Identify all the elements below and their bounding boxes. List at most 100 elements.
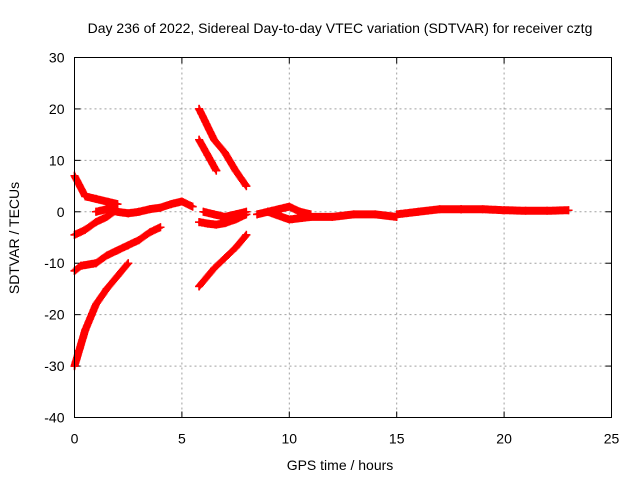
plot-frame: [74, 57, 612, 418]
data-point: [285, 202, 294, 211]
data-point: [306, 212, 315, 221]
grid: [74, 57, 612, 418]
data-point: [500, 206, 509, 215]
data-point: [220, 148, 229, 157]
data-point: [91, 218, 100, 227]
data-points: [70, 104, 573, 371]
series-sat-b: [70, 223, 165, 275]
data-point: [199, 207, 208, 216]
data-point: [113, 200, 122, 209]
series-markers: [392, 205, 466, 219]
data-point: [113, 272, 122, 281]
series-sat-g: [195, 135, 221, 175]
data-point: [349, 210, 358, 219]
data-point: [195, 218, 204, 227]
data-point: [124, 209, 133, 218]
series-sat-m: [392, 205, 466, 219]
data-point: [91, 207, 100, 216]
y-tick-label: 10: [49, 152, 65, 168]
data-point: [102, 212, 111, 221]
axis-ticks: [74, 57, 612, 418]
series-sat-j: [199, 207, 251, 221]
x-tick-label: 0: [71, 431, 79, 447]
data-point: [134, 207, 143, 216]
data-point: [91, 300, 100, 309]
data-point: [203, 151, 212, 160]
y-tick-label: 20: [49, 101, 65, 117]
series-sat-i: [195, 210, 251, 229]
x-tick-label: 10: [282, 431, 298, 447]
y-tick-label: 30: [49, 50, 65, 66]
data-point: [113, 246, 122, 255]
data-point: [177, 197, 186, 206]
y-tick-label: -10: [44, 255, 64, 271]
series-sat-f: [195, 104, 251, 191]
y-axis-label: SDTVAR / TECUs: [6, 182, 22, 294]
data-point: [102, 205, 111, 214]
data-point: [134, 236, 143, 245]
data-point: [91, 194, 100, 203]
data-point: [167, 200, 176, 209]
chart-title: Day 236 of 2022, Sidereal Day-to-day VTE…: [88, 20, 593, 36]
data-point: [231, 210, 240, 219]
data-point: [81, 192, 90, 201]
data-point: [328, 212, 337, 221]
data-point: [414, 207, 423, 216]
data-point: [156, 203, 165, 212]
data-point: [220, 254, 229, 263]
data-point: [113, 207, 122, 216]
data-point: [76, 261, 85, 270]
y-tick-label: -30: [44, 358, 64, 374]
data-point: [81, 225, 90, 234]
series-sat-n: [457, 205, 573, 215]
data-point: [124, 241, 133, 250]
data-point: [285, 215, 294, 224]
data-point: [457, 205, 466, 214]
series-sat-h: [195, 230, 251, 291]
data-point: [195, 135, 204, 144]
y-tick-label: -20: [44, 307, 64, 323]
x-axis-label: GPS time / hours: [287, 457, 394, 473]
data-point: [242, 207, 251, 216]
data-point: [564, 206, 573, 215]
data-point: [392, 210, 401, 219]
tick-labels: 0 5 10 15 20 25 -40 -30 -20 -10 0 10 20 30: [44, 50, 619, 447]
data-point: [188, 202, 197, 211]
data-point: [521, 206, 530, 215]
data-point: [371, 210, 380, 219]
data-point: [102, 284, 111, 293]
data-point: [203, 219, 212, 228]
data-point: [435, 205, 444, 214]
x-tick-label: 15: [389, 431, 405, 447]
series-sat-l: [263, 207, 401, 224]
series-sat-e: [91, 197, 197, 218]
x-tick-label: 20: [496, 431, 512, 447]
y-tick-label: -40: [44, 410, 64, 426]
data-point: [124, 259, 133, 268]
data-point: [156, 223, 165, 232]
data-point: [212, 166, 221, 175]
data-point: [195, 104, 204, 113]
data-point: [263, 207, 272, 216]
data-point: [231, 243, 240, 252]
series-markers: [457, 205, 573, 215]
data-point: [212, 220, 221, 229]
data-point: [81, 326, 90, 335]
data-point: [543, 206, 552, 215]
series-markers: [195, 230, 251, 291]
x-tick-label: 25: [604, 431, 620, 447]
data-point: [478, 205, 487, 214]
data-point: [91, 259, 100, 268]
data-point: [253, 210, 262, 219]
data-point: [231, 166, 240, 175]
data-point: [195, 282, 204, 291]
data-point: [102, 197, 111, 206]
data-point: [242, 182, 251, 191]
y-tick-label: 0: [57, 204, 65, 220]
data-point: [210, 210, 219, 219]
data-point: [242, 230, 251, 239]
data-point: [210, 264, 219, 273]
x-tick-label: 5: [178, 431, 186, 447]
series-sat-d: [70, 171, 122, 209]
